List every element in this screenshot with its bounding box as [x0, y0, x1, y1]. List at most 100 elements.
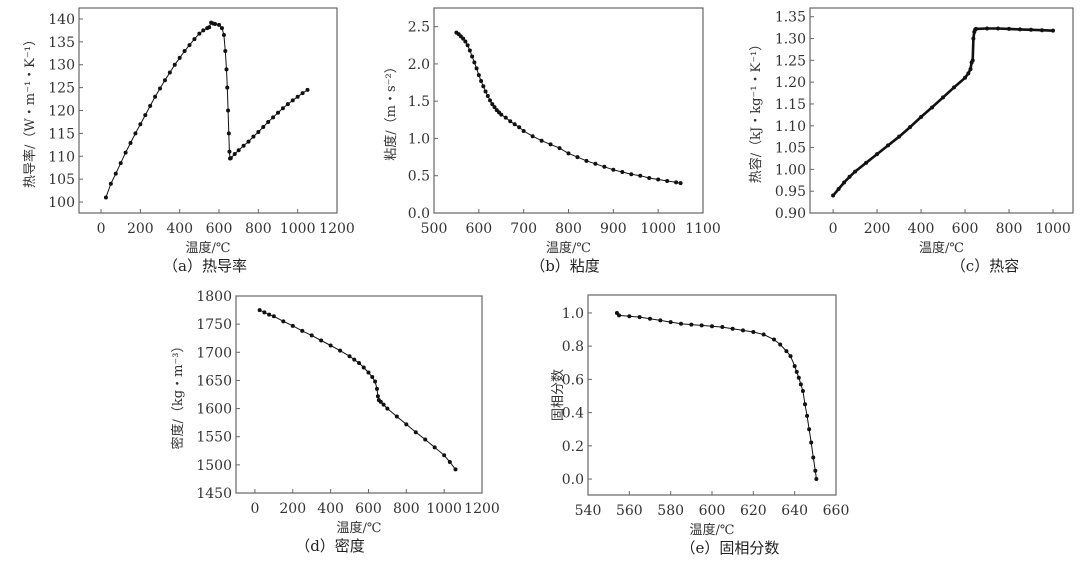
- y-tick-label: 1800: [196, 289, 232, 305]
- data-point: [966, 71, 971, 76]
- x-tick-label: 600: [206, 221, 233, 237]
- data-point: [479, 79, 484, 84]
- data-point: [375, 394, 380, 399]
- data-point: [290, 98, 295, 103]
- data-point: [103, 195, 108, 200]
- data-point: [803, 402, 807, 407]
- y-tick-label: 1.0: [562, 306, 584, 322]
- data-point: [575, 155, 580, 160]
- y-tick-label: 0.5: [408, 169, 430, 185]
- y-tick-label: 1.25: [775, 53, 806, 69]
- data-point: [798, 382, 803, 387]
- data-point: [792, 364, 797, 369]
- x-tick-label: 580: [657, 503, 684, 519]
- data-point: [347, 354, 352, 359]
- data-point: [413, 430, 418, 435]
- series-line: [456, 32, 681, 184]
- data-point: [221, 32, 226, 37]
- x-tick-label: 800: [393, 501, 420, 517]
- data-point: [226, 108, 231, 113]
- data-point: [271, 115, 276, 120]
- data-point: [261, 124, 266, 129]
- y-tick-label: 2.5: [408, 20, 430, 36]
- data-point: [300, 328, 305, 333]
- data-point: [689, 322, 694, 327]
- y-tick-label: 1.5: [408, 94, 430, 110]
- data-point: [262, 310, 267, 315]
- data-point: [187, 43, 192, 48]
- data-point: [309, 333, 314, 338]
- y-tick-label: 0.0: [562, 472, 584, 488]
- y-tick-label: 0.6: [562, 372, 584, 388]
- x-tick-label: 1100: [685, 221, 721, 237]
- data-point: [378, 399, 383, 404]
- data-point: [192, 37, 197, 42]
- x-tick-label: 600: [465, 221, 492, 237]
- panel-c: 0 200 400 600 800 1000 0.90 0.95 1.00 1.05 1.10 1.1…: [748, 7, 1074, 275]
- data-point: [814, 477, 819, 482]
- data-point: [338, 348, 343, 353]
- data-point: [172, 62, 177, 67]
- data-point: [470, 54, 475, 59]
- data-point: [847, 174, 852, 179]
- data-point: [629, 172, 634, 177]
- data-point: [226, 131, 231, 136]
- data-point: [474, 66, 479, 71]
- data-point: [842, 180, 847, 185]
- y-tick-label: 1600: [196, 402, 232, 418]
- y-tick-label: 115: [48, 126, 75, 142]
- y-tick-label: 1650: [196, 373, 232, 389]
- data-point: [465, 43, 470, 48]
- data-point: [638, 173, 643, 178]
- panel-a: 0 200 400 600 800 1000 1200 100 105 110 115 120 125 1…: [22, 7, 355, 275]
- data-point: [1050, 28, 1055, 33]
- data-point: [831, 193, 836, 198]
- x-tick-label: 1000: [1035, 221, 1071, 237]
- y-axis-title: 热容/（kJ・kg⁻¹・K⁻¹）: [748, 38, 764, 184]
- data-point: [656, 177, 661, 182]
- data-point: [784, 349, 789, 354]
- data-point: [123, 150, 128, 155]
- y-tick-label: 1.20: [775, 75, 806, 91]
- y-axis-title: 粘度/（m・s⁻²）: [383, 60, 399, 160]
- data-point: [864, 160, 869, 165]
- data-point: [148, 103, 153, 108]
- x-tick-label: 600: [952, 221, 979, 237]
- data-point: [611, 167, 616, 172]
- data-point: [996, 26, 1001, 31]
- data-point: [584, 158, 589, 163]
- data-point: [423, 437, 428, 442]
- data-point: [968, 67, 973, 72]
- data-point: [366, 370, 371, 375]
- data-point: [300, 91, 305, 96]
- x-tick-label: 600: [355, 501, 382, 517]
- data-point: [158, 86, 163, 91]
- x-axis-title: 温度/℃: [919, 240, 964, 256]
- y-tick-label: 1700: [196, 345, 232, 361]
- y-tick-label: 0.4: [562, 406, 584, 422]
- x-tick-label: 660: [823, 503, 850, 519]
- y-tick-label: 135: [48, 35, 75, 51]
- plot-frame: [78, 7, 338, 214]
- data-point: [266, 119, 271, 124]
- data-point: [679, 321, 683, 326]
- data-point: [665, 178, 670, 183]
- data-point: [133, 131, 138, 136]
- x-axis-title: 温度/℃: [337, 520, 382, 536]
- data-point: [811, 455, 816, 460]
- x-tick-label: 200: [279, 501, 306, 517]
- x-tick-label: 560: [616, 503, 643, 519]
- y-tick-label: 120: [48, 104, 75, 120]
- panel-e: 540 560 580 600 620 640 660 0.0 0.2 0.4 0.6 0.8 1.0 温…: [551, 294, 850, 557]
- data-point: [807, 427, 812, 432]
- y-axis-title: 热导率/（W・m⁻¹・K⁻¹）: [22, 33, 38, 188]
- y-tick-label: 1.30: [775, 32, 806, 48]
- data-point: [481, 84, 486, 89]
- data-point: [476, 73, 481, 78]
- data-point: [227, 149, 232, 154]
- data-point: [1018, 27, 1023, 32]
- data-point: [658, 318, 663, 323]
- y-tick-label: 1.05: [775, 141, 806, 157]
- data-point: [463, 39, 468, 44]
- y-tick-label: 1500: [196, 458, 232, 474]
